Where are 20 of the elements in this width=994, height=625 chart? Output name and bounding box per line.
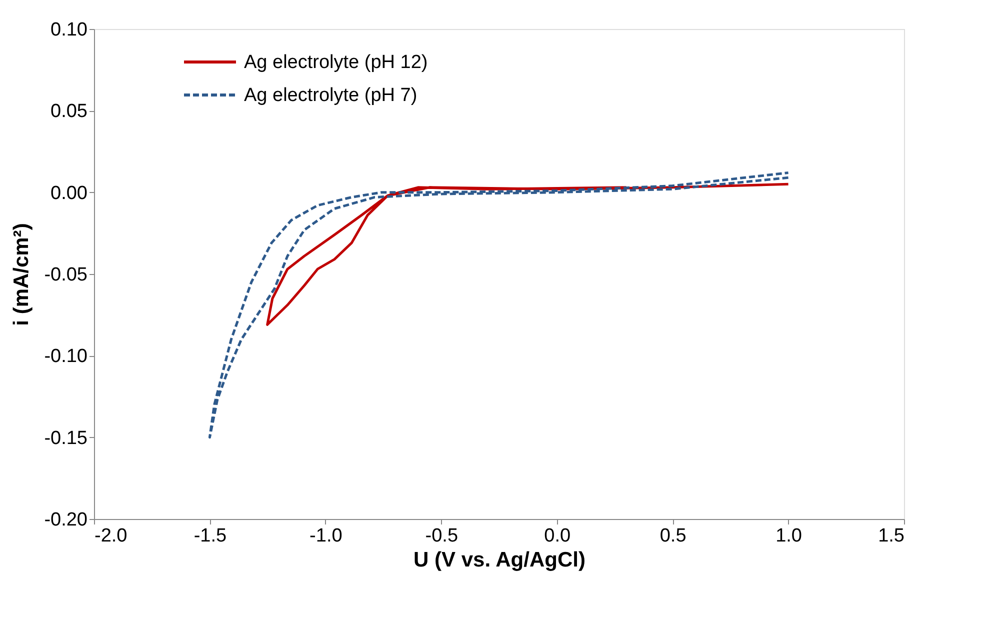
legend-label: Ag electrolyte (pH 12) bbox=[244, 52, 428, 73]
y-axis-title: i (mA/cm²) bbox=[10, 223, 34, 326]
y-tick-label: -0.10 bbox=[44, 346, 88, 368]
x-tick-label: -1.0 bbox=[310, 526, 342, 546]
legend-label: Ag electrolyte (pH 7) bbox=[244, 85, 418, 106]
y-tick-label: -0.05 bbox=[44, 264, 88, 286]
y-tick-label: 0.05 bbox=[50, 101, 88, 122]
y-tick-label: 0.00 bbox=[50, 182, 88, 204]
x-axis-title: U (V vs. Ag/AgCl) bbox=[414, 548, 586, 572]
x-tick-label: -0.5 bbox=[425, 526, 458, 546]
x-tick-label: -1.5 bbox=[194, 526, 227, 546]
x-tick-label: 1.0 bbox=[776, 526, 802, 546]
x-tick-label: 1.5 bbox=[878, 526, 904, 546]
x-tick-label: -2.0 bbox=[94, 526, 128, 546]
y-tick-label: -0.20 bbox=[44, 510, 88, 530]
x-tick-label: 0.0 bbox=[544, 526, 571, 546]
line-series bbox=[208, 171, 790, 439]
y-tick-label: 0.10 bbox=[50, 20, 88, 40]
x-tick-label: 0.5 bbox=[660, 526, 686, 546]
y-tick-label: -0.15 bbox=[44, 428, 88, 449]
